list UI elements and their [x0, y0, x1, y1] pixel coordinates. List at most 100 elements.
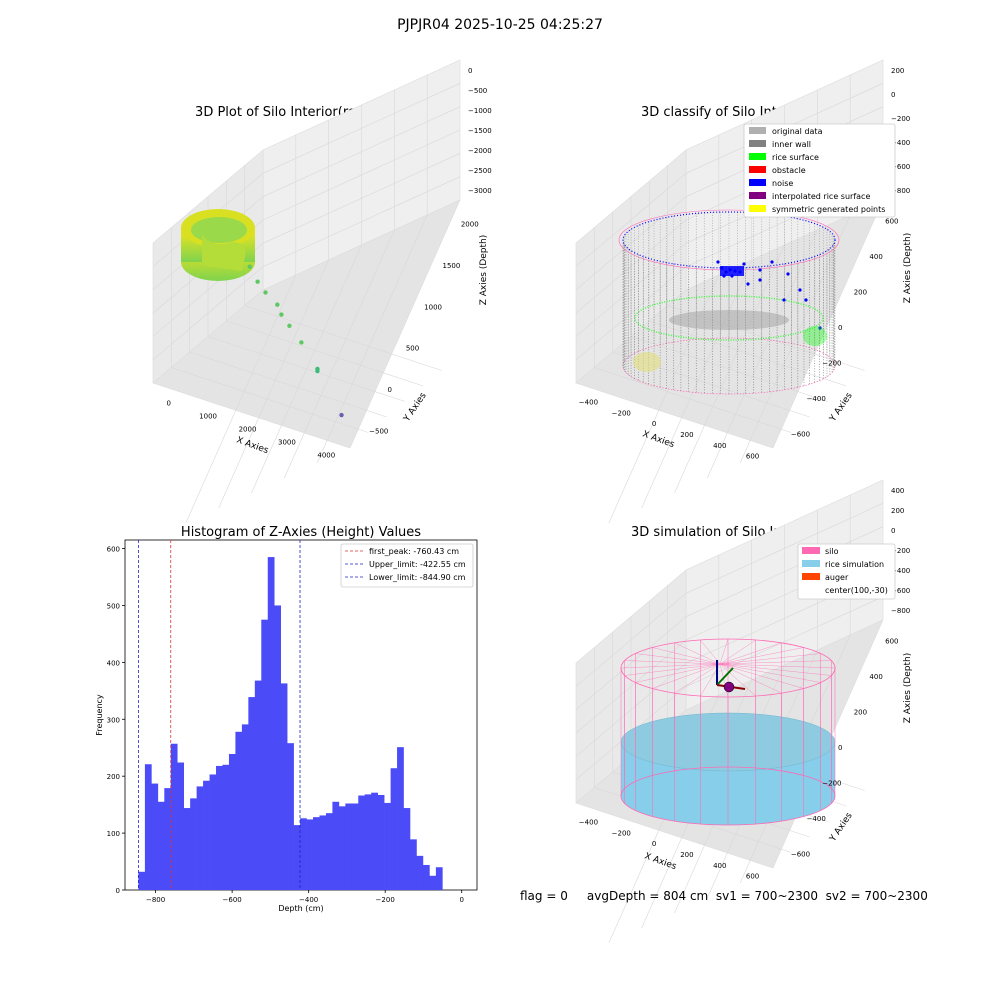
histogram-bar [351, 803, 359, 890]
classify-legend: original data inner wall rice surface obsta… [743, 123, 896, 218]
silo-roof-wire [652, 647, 721, 665]
y-tick-label: 600 [885, 218, 898, 226]
ring-inner [191, 217, 247, 243]
noise-cluster [720, 266, 744, 276]
floor-gridline [630, 336, 829, 402]
silo-roof-wire [635, 653, 721, 665]
histogram-bar [287, 743, 294, 890]
noise-point [758, 268, 762, 272]
noise-point [804, 298, 808, 302]
histogram-bar [228, 753, 236, 890]
y-tick-label: 2000 [461, 221, 479, 229]
histogram-ticks: −800 −600 −400 −200 0 0 100 200 300 400 500 600 [107, 546, 464, 904]
floor-gridline [189, 351, 387, 418]
legend-swatch [749, 166, 766, 173]
simulation-plot-ylabel: Y Axies [828, 811, 855, 845]
legend-label: noise [772, 179, 793, 188]
silo-roof-wire [719, 663, 832, 676]
histogram-reference-lines [138, 540, 301, 890]
y-tick-label: −600 [791, 430, 810, 438]
silo-roof-wire [719, 663, 756, 697]
y-tick-label: 400 [869, 673, 882, 681]
classify-plot-ylabel: Y Axies [828, 391, 855, 425]
auger-axis-y [716, 667, 734, 686]
x-tick-label: −400 [579, 398, 598, 406]
histogram-bar [170, 743, 178, 890]
histogram-bar [384, 802, 391, 890]
legend-label: symmetric generated points [772, 205, 885, 214]
legend-frame [340, 543, 474, 588]
subplot-simulation: 3D simulation of Silo Interior −400−2000… [575, 479, 913, 944]
z-tick-label: 0 [891, 91, 895, 99]
z-tick-label: 0 [891, 527, 895, 535]
simulation-plot-geometry [620, 638, 836, 826]
z-tick-label: −600 [891, 163, 910, 171]
silo-roof-wire [719, 653, 821, 665]
silo-roof-wire [719, 663, 804, 689]
y-tick-label: 0 [388, 386, 392, 394]
x-tick-label: −200 [612, 409, 631, 417]
y-tick-label: −200 [822, 779, 841, 787]
noise-point [746, 282, 750, 286]
histogram-bar [254, 680, 262, 890]
floor-gridline [226, 320, 424, 387]
outlier-point [299, 340, 304, 345]
x-tick-label: −200 [612, 829, 631, 837]
histogram-bar [183, 808, 191, 890]
silo-roof-wire [620, 663, 721, 669]
silo-roof-wire [719, 663, 782, 694]
subplot-histogram: Histogram of Z-Axies (Height) Values −80… [95, 525, 478, 913]
x-tick-label: 200 [680, 431, 693, 439]
z-tick-label: −1000 [468, 107, 492, 115]
y-tick-label: 1500 [443, 262, 461, 270]
silo-roof-wire [719, 660, 832, 665]
histogram-bar [429, 875, 437, 890]
silo-roof-wire [674, 642, 721, 665]
noise-point [786, 272, 790, 276]
histogram-bar [306, 819, 314, 890]
outlier-point [287, 323, 292, 328]
x-tick-label: 0 [652, 420, 656, 428]
x-tick-label: −400 [299, 896, 318, 904]
outlier-point [255, 279, 260, 284]
legend-label: auger [825, 573, 849, 582]
y-tick-label: −600 [791, 850, 810, 858]
x-tick-label: −200 [376, 896, 395, 904]
histogram-bar [332, 801, 340, 890]
histogram-bar [248, 697, 256, 890]
classify-plot-points [618, 209, 840, 395]
x-tick-label: 400 [713, 862, 726, 870]
legend-label: silo [825, 547, 839, 556]
wall-gridline [262, 83, 461, 174]
rice-surface-patch [803, 326, 827, 346]
y-tick-label: 100 [107, 830, 120, 838]
y-tick-label: 600 [885, 638, 898, 646]
y-tick-label: 1000 [424, 303, 442, 311]
x-tick-label: 3000 [278, 439, 296, 447]
raw-plot-axes-box [152, 59, 461, 524]
subplot-classify: 3D classify of Silo Interior −400−200020… [575, 59, 913, 524]
z-tick-label: −600 [891, 587, 910, 595]
y-tick-label: 200 [854, 709, 867, 717]
legend-label: original data [772, 127, 823, 136]
z-tick-label: −1500 [468, 127, 492, 135]
silo-roof-wire [719, 663, 836, 669]
outlier-point [263, 290, 268, 295]
y-tick-label: −500 [369, 427, 388, 435]
histogram-bar [196, 786, 204, 890]
histogram-bar [190, 798, 197, 890]
legend-label: interpolated rice surface [772, 192, 870, 201]
noise-point [742, 262, 746, 266]
y-tick-label: 200 [107, 773, 120, 781]
histogram-bar [222, 764, 230, 890]
histogram-bar [261, 619, 269, 890]
subplot-raw-scatter: 3D Plot of Silo Interior(row data) 01000… [152, 59, 492, 524]
floor-gridline [171, 367, 369, 433]
legend-swatch [749, 179, 766, 186]
histogram-bar [209, 774, 217, 890]
legend-swatch [749, 127, 766, 134]
histogram-bar [203, 780, 210, 890]
wall-gridline [685, 503, 884, 594]
y-tick-label: −400 [807, 815, 826, 823]
